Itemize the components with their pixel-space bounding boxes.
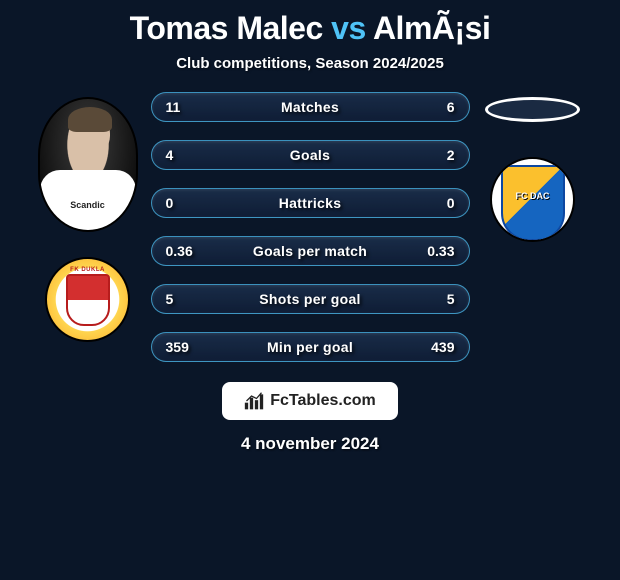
stat-left-value: 11 (166, 99, 206, 115)
stats-list: 11 Matches 6 4 Goals 2 0 Hattricks 0 0.3… (143, 92, 478, 362)
page-title: Tomas Malec vs AlmÃ¡si (130, 10, 491, 47)
player2-photo-placeholder (485, 97, 580, 122)
player1-jersey: Scandic (40, 170, 136, 230)
stat-left-value: 359 (166, 339, 206, 355)
stat-right-value: 5 (415, 291, 455, 307)
stat-left-value: 5 (166, 291, 206, 307)
stat-row-goals: 4 Goals 2 (151, 140, 470, 170)
player2-name: AlmÃ¡si (373, 10, 490, 46)
player1-photo: Scandic (38, 97, 138, 232)
stat-right-value: 2 (415, 147, 455, 163)
stat-label: Shots per goal (259, 291, 360, 307)
subtitle: Club competitions, Season 2024/2025 (176, 55, 444, 72)
footer: FcTables.com 4 november 2024 (222, 382, 398, 454)
player1-name: Tomas Malec (130, 10, 323, 46)
stat-row-hattricks: 0 Hattricks 0 (151, 188, 470, 218)
stat-row-matches: 11 Matches 6 (151, 92, 470, 122)
stat-left-value: 4 (166, 147, 206, 163)
stat-right-value: 439 (415, 339, 455, 355)
stat-label: Goals per match (253, 243, 367, 259)
stat-label: Min per goal (267, 339, 353, 355)
stat-row-shots-per-goal: 5 Shots per goal 5 (151, 284, 470, 314)
player2-club-badge (490, 157, 575, 242)
bars-icon (244, 392, 264, 410)
stat-right-value: 6 (415, 99, 455, 115)
date-text: 4 november 2024 (241, 434, 379, 454)
player1-club-badge (45, 257, 130, 342)
stat-left-value: 0.36 (166, 243, 206, 259)
brand-badge: FcTables.com (222, 382, 398, 420)
stat-left-value: 0 (166, 195, 206, 211)
stat-right-value: 0.33 (414, 243, 454, 259)
content-row: Scandic 11 Matches 6 4 Goals 2 0 Hattric… (0, 92, 620, 362)
vs-label: vs (331, 10, 366, 46)
stat-label: Matches (281, 99, 339, 115)
right-column (478, 92, 588, 242)
stat-label: Goals (290, 147, 330, 163)
comparison-card: Tomas Malec vs AlmÃ¡si Club competitions… (0, 0, 620, 454)
left-column: Scandic (33, 92, 143, 342)
brand-text: FcTables.com (270, 392, 376, 410)
stat-row-goals-per-match: 0.36 Goals per match 0.33 (151, 236, 470, 266)
stat-row-min-per-goal: 359 Min per goal 439 (151, 332, 470, 362)
stat-label: Hattricks (279, 195, 342, 211)
jersey-sponsor: Scandic (40, 200, 136, 210)
stat-right-value: 0 (415, 195, 455, 211)
